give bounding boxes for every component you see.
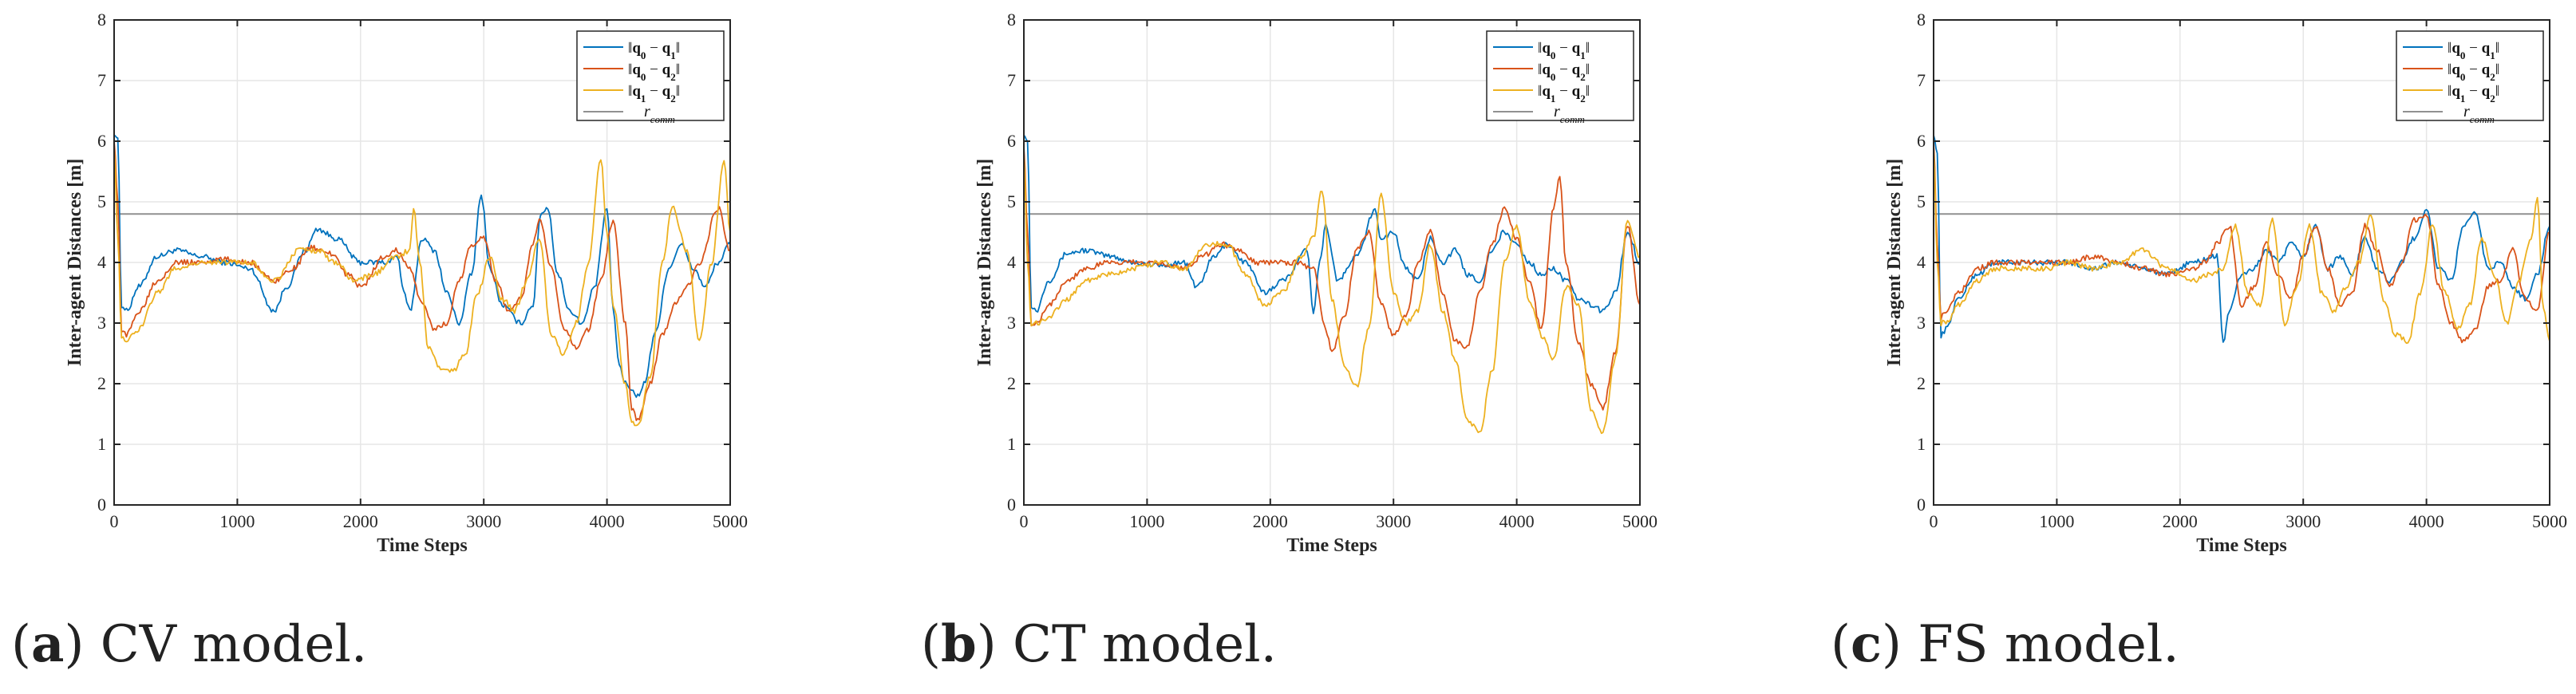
legend-label-1: ‖q0 − q1‖ [1538, 40, 1590, 61]
legend-label-3: ‖q1 − q2‖ [1538, 83, 1590, 104]
y-tick-label: 2 [1007, 373, 1016, 393]
y-tick-label: 2 [97, 373, 106, 393]
legend-label-2: ‖q0 − q2‖ [2448, 61, 2499, 83]
legend-label-2: ‖q0 − q2‖ [1538, 61, 1590, 83]
legend-box [576, 30, 725, 121]
legend: ‖q0 − q1‖‖q0 − q2‖‖q1 − q2‖rcomm [2396, 30, 2544, 125]
legend-box [2396, 30, 2544, 121]
legend-box [1486, 30, 1634, 121]
series-line-2 [113, 140, 731, 421]
y-tick-label: 6 [97, 131, 106, 151]
legend-label-threshold: rcomm [644, 103, 675, 125]
x-tick-label: 0 [110, 511, 119, 531]
chart-panel-c: 0 1000 2000 3000 4000 5000 0 1 2 3 4 5 6 7 8 Time Steps… [1884, 10, 2567, 556]
x-tick-label: 5000 [1622, 511, 1657, 531]
y-axis-label: Inter-agent Distances [m] [1884, 159, 1905, 366]
y-tick-label: 0 [97, 495, 106, 515]
y-tick-label: 8 [1917, 10, 1926, 30]
series-line-3 [1933, 147, 2550, 345]
y-tick-label: 1 [1917, 434, 1926, 454]
caption-b: (b) CT model. [921, 614, 1277, 674]
x-tick-label: 3000 [1376, 511, 1411, 531]
x-tick-label: 2000 [2163, 511, 2198, 531]
caption-text-c: FS model. [1918, 615, 2179, 674]
x-tick-label: 0 [1930, 511, 1938, 531]
y-tick-label: 6 [1007, 131, 1016, 151]
y-tick-label: 0 [1007, 495, 1016, 515]
x-axis-label: Time Steps [1286, 535, 1377, 556]
y-tick-label: 4 [1007, 252, 1016, 272]
legend-label-threshold: rcomm [2463, 103, 2495, 125]
y-tick-label: 6 [1917, 131, 1926, 151]
legend: ‖q0 − q1‖‖q0 − q2‖‖q1 − q2‖rcomm [576, 30, 725, 125]
panel-label-a: a [30, 614, 65, 674]
y-tick-label: 7 [1917, 70, 1926, 90]
x-tick-label: 4000 [2409, 511, 2444, 531]
caption-text-a: CV model. [100, 615, 368, 674]
legend-label-1: ‖q0 − q1‖ [628, 40, 680, 61]
legend-label-1: ‖q0 − q1‖ [2448, 40, 2499, 61]
x-tick-label: 4000 [590, 511, 625, 531]
panel-label-c: c [1850, 614, 1882, 674]
y-tick-label: 7 [97, 70, 106, 90]
legend-label-2: ‖q0 − q2‖ [628, 61, 680, 83]
x-tick-label: 2000 [343, 511, 378, 531]
x-tick-label: 0 [1020, 511, 1029, 531]
series-line-1 [1023, 134, 1641, 314]
y-tick-label: 8 [97, 10, 106, 30]
y-tick-label: 3 [1007, 313, 1016, 333]
x-tick-label: 4000 [1499, 511, 1535, 531]
x-tick-label: 3000 [466, 511, 501, 531]
y-tick-label: 1 [1007, 434, 1016, 454]
y-axis-label: Inter-agent Distances [m] [65, 159, 85, 366]
legend-label-3: ‖q1 − q2‖ [2448, 83, 2499, 104]
y-tick-label: 5 [1917, 191, 1926, 211]
caption-c: (c) FS model. [1831, 614, 2179, 674]
series-line-2 [1023, 147, 1641, 411]
x-tick-label: 2000 [1253, 511, 1288, 531]
series-line-3 [113, 147, 731, 427]
y-tick-label: 3 [97, 313, 106, 333]
y-axis-label: Inter-agent Distances [m] [974, 159, 995, 366]
y-tick-label: 0 [1917, 495, 1926, 515]
x-tick-label: 3000 [2286, 511, 2321, 531]
series-line-2 [1933, 140, 2550, 344]
y-tick-label: 7 [1007, 70, 1016, 90]
y-tick-label: 4 [97, 252, 106, 272]
y-tick-label: 8 [1007, 10, 1016, 30]
x-tick-label: 1000 [1129, 511, 1164, 531]
x-tick-label: 1000 [219, 511, 255, 531]
x-axis-label: Time Steps [2196, 535, 2287, 556]
caption-text-b: CT model. [1013, 615, 1277, 674]
x-tick-label: 5000 [713, 511, 748, 531]
legend-label-3: ‖q1 − q2‖ [628, 83, 680, 104]
y-tick-label: 5 [1007, 191, 1016, 211]
panel-label-b: b [940, 614, 977, 674]
y-tick-label: 5 [97, 191, 106, 211]
chart-panel-a: 0 1000 2000 3000 4000 5000 0 1 2 3 4 5 6 7 8 Time Steps… [65, 10, 748, 556]
y-tick-label: 2 [1917, 373, 1926, 393]
x-axis-label: Time Steps [377, 535, 468, 556]
y-tick-label: 1 [97, 434, 106, 454]
chart-panel-b: 0 1000 2000 3000 4000 5000 0 1 2 3 4 5 6 7 8 Time Steps… [974, 10, 1657, 556]
caption-a: (a) CV model. [11, 614, 368, 674]
x-tick-label: 5000 [2532, 511, 2567, 531]
x-tick-label: 1000 [2039, 511, 2074, 531]
y-tick-label: 3 [1917, 313, 1926, 333]
y-tick-label: 4 [1917, 252, 1926, 272]
legend-label-threshold: rcomm [1554, 103, 1585, 125]
legend: ‖q0 − q1‖‖q0 − q2‖‖q1 − q2‖rcomm [1486, 30, 1634, 125]
series-line-3 [1023, 153, 1641, 435]
